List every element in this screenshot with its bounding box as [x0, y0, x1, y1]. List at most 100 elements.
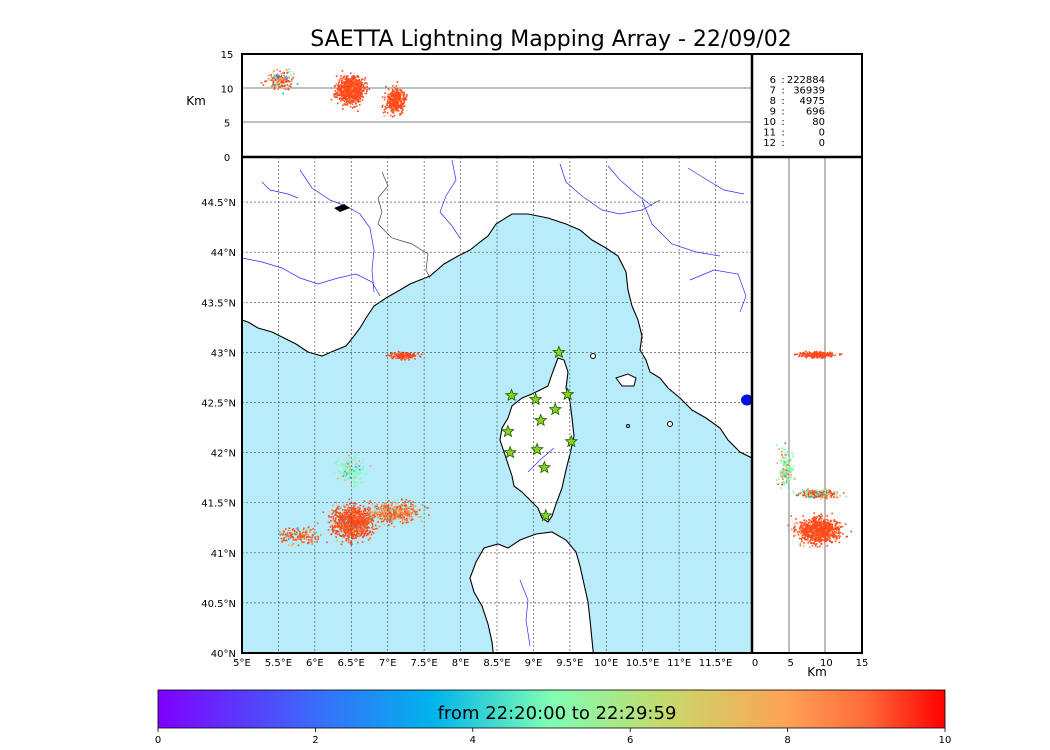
- side-cluster-scatter: [776, 442, 796, 492]
- side-xtick-label: 0: [752, 658, 758, 669]
- lat-tick-label: 40°N: [211, 649, 236, 660]
- station-star-icon: [504, 388, 519, 402]
- latitude-ticks: 40°N 40.5°N 41°N 41.5°N 42°N 42.5°N 43°N 43.5°N…: [201, 198, 236, 660]
- station-star-icon: [537, 460, 552, 474]
- colorbar-gradient: [157, 689, 946, 729]
- top-ytick-label: 5: [224, 119, 230, 130]
- map-panel: 5°E 5.5°E 6°E 6.5°E 7°E 7.5°E 8°E 8.5°E 9°E 9.5°E…: [201, 157, 752, 669]
- sardinia-island: [469, 531, 594, 653]
- colorbar-tick-label: 0: [155, 735, 161, 746]
- station-star-icon: [528, 392, 543, 406]
- figure-frame: [241, 53, 863, 654]
- lat-tick-label: 41.5°N: [201, 499, 236, 510]
- station-star-icon: [530, 442, 544, 456]
- station-star-icon: [539, 508, 553, 522]
- stats-row: 11: 0: [763, 128, 825, 139]
- lake-geneva: [334, 204, 350, 212]
- storm-cluster-southwest-fringe: [356, 498, 430, 528]
- stats-row-separator: :: [781, 86, 784, 97]
- stats-row-value: 0: [819, 138, 825, 149]
- lon-tick-label: 6.5°E: [338, 658, 365, 669]
- pianosa-island: [626, 424, 630, 428]
- stats-row-value: 222884: [787, 75, 825, 86]
- stats-row-label: 6: [770, 75, 776, 86]
- stats-row-separator: :: [781, 75, 784, 86]
- stats-row: 12: 0: [763, 138, 825, 149]
- lon-tick-label: 10.5°E: [626, 658, 660, 669]
- side-xtick-label: 5: [787, 658, 793, 669]
- lon-tick-label: 11°E: [667, 658, 691, 669]
- top-ytick-label: 0: [224, 153, 230, 164]
- top-ytick-label: 10: [221, 84, 234, 95]
- stats-row-separator: :: [781, 117, 784, 128]
- side-panel-xlabel: Km: [807, 665, 827, 679]
- stats-row-label: 10: [763, 117, 776, 128]
- colorbar-tick-label: 6: [627, 735, 633, 746]
- top-cluster-main: [330, 70, 371, 112]
- capraia-island: [590, 353, 596, 359]
- stats-row-label: 8: [770, 96, 776, 107]
- stats-row-separator: :: [781, 128, 784, 139]
- lon-tick-label: 7°E: [379, 658, 397, 669]
- elba-island: [615, 373, 637, 387]
- colorbar-tick-label: 2: [312, 735, 318, 746]
- side-panel-x-ticks: 0 5 10 15: [752, 658, 869, 669]
- stats-row-value: 4975: [800, 96, 825, 107]
- stats-row: 6:222884: [770, 75, 825, 86]
- top-cluster-east: [381, 81, 408, 118]
- network-center-marker: [741, 394, 753, 406]
- lat-tick-label: 42°N: [211, 449, 236, 460]
- giglio-island: [667, 421, 673, 427]
- lon-tick-label: 5°E: [233, 658, 251, 669]
- stats-row-value: 696: [806, 107, 825, 118]
- lon-tick-label: 8.5°E: [483, 658, 510, 669]
- colorbar-tick-label: 10: [939, 735, 952, 746]
- lat-tick-label: 42.5°N: [201, 398, 236, 409]
- station-star-icon: [548, 402, 563, 416]
- station-star-icon: [501, 424, 515, 438]
- station-star-icon: [560, 387, 575, 401]
- top-panel-y-ticks: 0 5 10 15: [221, 50, 234, 164]
- stats-row-separator: :: [781, 138, 784, 149]
- top-altitude-panel: 0 5 10 15 Km: [186, 50, 752, 164]
- stats-row: 9: 696: [770, 107, 825, 118]
- colorbar-tick-label: 4: [470, 735, 476, 746]
- corsica-island: [499, 357, 575, 523]
- lat-tick-label: 43°N: [211, 348, 236, 359]
- stats-row-label: 12: [763, 138, 776, 149]
- side-xtick-label: 15: [856, 658, 869, 669]
- side-cluster-fringe: [792, 488, 847, 500]
- stats-row-value: 36939: [793, 86, 825, 97]
- lon-tick-label: 7.5°E: [411, 658, 438, 669]
- top-panel-scatter: [260, 68, 408, 118]
- storm-cluster-ligurian: [385, 350, 423, 361]
- lon-tick-label: 11.5°E: [699, 658, 733, 669]
- station-star-icon: [533, 413, 548, 427]
- country-border: [377, 171, 431, 279]
- stats-row-value: 0: [819, 128, 825, 139]
- lon-tick-label: 9°E: [525, 658, 543, 669]
- top-panel-ylabel: Km: [186, 94, 206, 108]
- lon-tick-label: 10°E: [594, 658, 618, 669]
- station-star-icon: [564, 434, 579, 448]
- rivers: [242, 159, 747, 647]
- stats-row-label: 7: [770, 86, 776, 97]
- stats-row-label: 9: [770, 107, 776, 118]
- lma-stations: [501, 345, 579, 522]
- mainland-landmass: [242, 157, 752, 459]
- side-panel-background: [752, 157, 862, 653]
- lat-tick-label: 41°N: [211, 549, 236, 560]
- side-cluster-main: [787, 512, 852, 548]
- side-xtick-label: 10: [820, 658, 833, 669]
- stats-row-value: 80: [812, 117, 825, 128]
- lat-tick-label: 44°N: [211, 248, 236, 259]
- station-star-icon: [503, 445, 517, 459]
- side-panel-scatter: [776, 350, 852, 548]
- colorbar-ticks: 0 2 4 6 8 10: [155, 728, 952, 746]
- top-panel-background: [242, 54, 752, 157]
- side-altitude-panel: 0 5 10 15 Km: [752, 157, 869, 679]
- stats-row-separator: :: [781, 107, 784, 118]
- stats-row: 7:36939: [770, 86, 825, 97]
